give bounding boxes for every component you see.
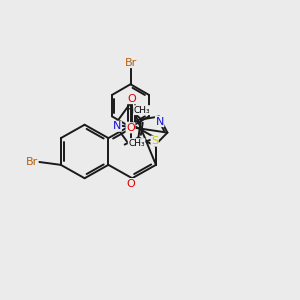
Text: O: O	[128, 94, 136, 103]
Text: N: N	[113, 121, 121, 131]
Text: S: S	[151, 136, 158, 146]
Text: Br: Br	[26, 157, 38, 167]
Text: O: O	[126, 123, 135, 133]
Text: CH₃: CH₃	[134, 106, 150, 115]
Text: Br: Br	[124, 58, 136, 68]
Text: N: N	[155, 117, 164, 127]
Text: O: O	[126, 178, 135, 189]
Text: CH₃: CH₃	[128, 139, 145, 148]
